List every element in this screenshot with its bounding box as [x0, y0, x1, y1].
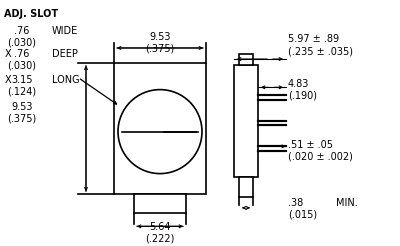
Text: X: X — [5, 49, 12, 59]
Text: 9.53
(.375): 9.53 (.375) — [7, 102, 37, 124]
Text: .76
(.030): .76 (.030) — [8, 26, 36, 47]
Text: .38
(.015): .38 (.015) — [288, 198, 317, 220]
Text: X: X — [5, 75, 12, 85]
Text: 5.64
(.222): 5.64 (.222) — [145, 222, 175, 244]
Bar — [234, 65, 258, 177]
Text: 3.15
(.124): 3.15 (.124) — [8, 75, 36, 97]
Text: LONG: LONG — [52, 75, 80, 85]
Text: 4.83
(.190): 4.83 (.190) — [288, 79, 317, 100]
Text: 9.53
(.375): 9.53 (.375) — [145, 32, 175, 54]
Text: .51 ± .05
(.020 ± .002): .51 ± .05 (.020 ± .002) — [288, 140, 353, 162]
Text: DEEP: DEEP — [52, 49, 78, 59]
Bar — [114, 63, 206, 194]
Text: WIDE: WIDE — [52, 26, 78, 36]
Text: MIN.: MIN. — [336, 198, 358, 208]
Text: ADJ. SLOT: ADJ. SLOT — [4, 9, 58, 19]
Text: .76
(.030): .76 (.030) — [8, 49, 36, 71]
Bar — [239, 177, 253, 197]
Bar — [239, 54, 253, 65]
Bar — [134, 194, 186, 213]
Text: 5.97 ± .89
(.235 ± .035): 5.97 ± .89 (.235 ± .035) — [288, 34, 353, 56]
